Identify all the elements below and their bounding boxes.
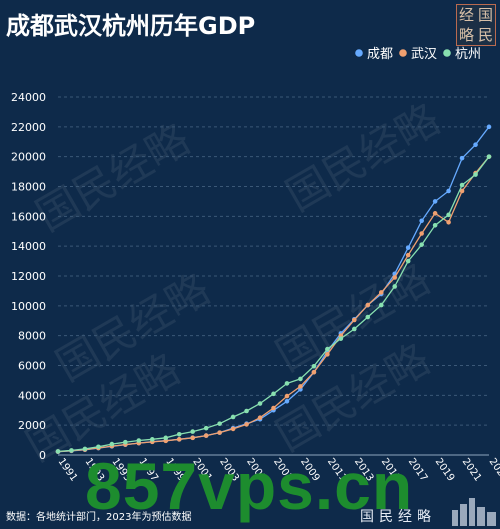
y-tick-label: 10000: [11, 300, 46, 313]
data-point: [486, 124, 492, 130]
data-point: [325, 346, 330, 352]
data-point: [257, 401, 263, 406]
y-tick-label: 4000: [18, 389, 46, 402]
seal-char: 民: [477, 26, 493, 44]
data-point: [230, 414, 236, 420]
data-point: [432, 199, 438, 204]
site-watermark: 857vps.cn: [85, 449, 414, 523]
data-point: [136, 438, 142, 443]
y-tick-label: 14000: [11, 240, 46, 253]
data-point: [244, 408, 249, 414]
data-point: [419, 242, 424, 247]
data-point: [405, 252, 411, 258]
data-point: [55, 449, 61, 454]
data-point: [352, 326, 357, 332]
watermark-text: 国民经略: [28, 114, 198, 240]
data-point: [473, 142, 478, 148]
y-tick-label: 18000: [11, 181, 46, 194]
data-point: [217, 430, 222, 435]
brand-name: 国民经略: [360, 509, 436, 525]
legend-label: 杭州: [455, 47, 481, 62]
y-tick-label: 16000: [11, 210, 46, 223]
data-point: [271, 391, 276, 397]
data-point: [284, 399, 290, 404]
y-tick-label: 20000: [11, 151, 46, 164]
data-point: [149, 437, 155, 442]
data-point: [446, 188, 451, 194]
data-point: [432, 222, 438, 228]
x-tick-label: 2023: [487, 456, 500, 483]
data-point: [459, 155, 465, 161]
data-point: [203, 433, 209, 438]
y-tick-label: 8000: [18, 330, 46, 343]
data-point: [69, 448, 74, 453]
legend-marker: [399, 49, 407, 57]
data-point: [325, 352, 330, 357]
data-point: [473, 172, 478, 177]
data-point: [446, 220, 451, 225]
x-tick-label: 2019: [433, 456, 457, 483]
data-point: [176, 431, 182, 437]
data-point: [419, 231, 424, 236]
data-point: [392, 275, 398, 280]
data-point: [405, 245, 411, 250]
data-point: [459, 182, 465, 188]
x-tick-label: 1991: [56, 456, 80, 483]
data-point: [365, 302, 371, 308]
data-point: [298, 376, 303, 382]
building-icon: [452, 498, 496, 526]
y-tick-label: 22000: [11, 121, 46, 134]
data-point: [352, 317, 357, 323]
data-point: [311, 369, 317, 375]
y-tick-label: 2000: [18, 419, 46, 432]
data-point: [163, 435, 169, 441]
data-point: [446, 212, 451, 218]
data-point: [123, 439, 128, 445]
data-point: [230, 426, 236, 432]
data-point: [338, 336, 344, 341]
seal-char: 略: [458, 26, 474, 44]
data-point: [271, 405, 276, 411]
legend-marker: [355, 49, 363, 57]
data-point: [217, 421, 222, 426]
y-tick-label: 12000: [11, 270, 46, 283]
data-point: [459, 188, 465, 194]
seal-char: 经: [458, 6, 474, 24]
y-tick-label: 6000: [18, 360, 46, 373]
data-point: [419, 218, 424, 224]
data-point: [176, 437, 182, 442]
data-point: [284, 393, 290, 399]
y-tick-label: 24000: [11, 91, 46, 104]
data-source-note: 数据：各地统计部门，2023年为预估数据: [6, 512, 192, 523]
data-point: [203, 425, 209, 431]
data-point: [378, 302, 384, 308]
data-point: [82, 446, 88, 452]
data-point: [378, 290, 384, 295]
x-tick-label: 2021: [460, 456, 484, 483]
chart-title: 成都武汉杭州历年GDP: [6, 12, 256, 40]
data-point: [190, 435, 195, 441]
data-point: [311, 363, 317, 369]
data-point: [109, 441, 115, 447]
brand-seal-logo: 经 国 略 民: [456, 4, 496, 46]
data-point: [392, 284, 398, 289]
y-tick-label: 0: [39, 449, 46, 462]
data-point: [257, 415, 263, 421]
legend-label: 成都: [367, 47, 393, 62]
data-point: [365, 314, 371, 320]
data-point: [405, 258, 411, 264]
data-point: [298, 384, 303, 389]
data-point: [190, 429, 195, 434]
watermark-text: 国民经略: [278, 94, 448, 220]
data-point: [244, 422, 249, 427]
legend-label: 武汉: [411, 47, 437, 62]
data-point: [284, 381, 290, 386]
data-point: [486, 154, 492, 159]
legend-marker: [443, 49, 451, 57]
seal-char: 国: [477, 6, 493, 24]
data-point: [432, 211, 438, 216]
data-point: [96, 444, 101, 450]
